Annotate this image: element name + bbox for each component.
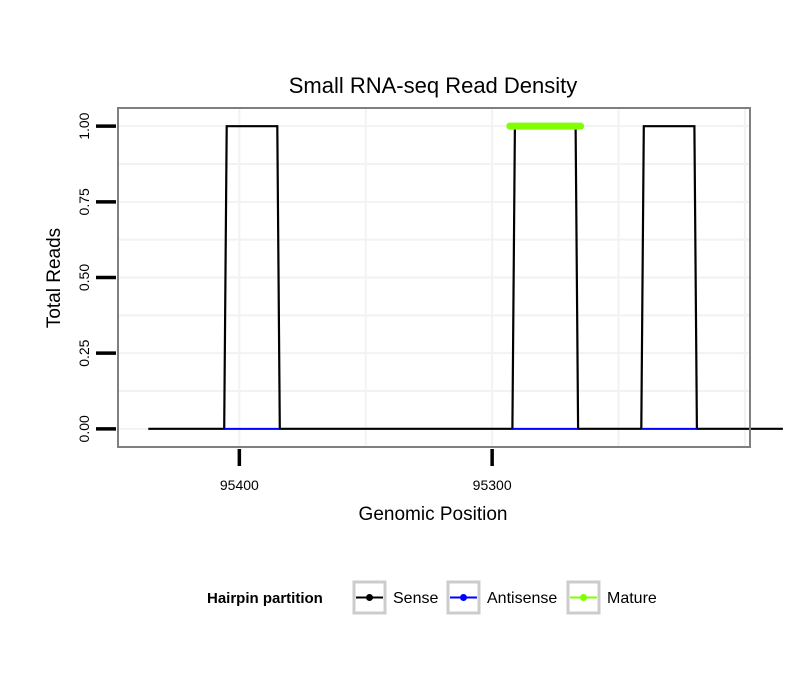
- y-tick-label: 0.75: [76, 188, 92, 215]
- legend-label-sense: Sense: [393, 590, 438, 607]
- y-tick-label: 0.00: [76, 415, 92, 442]
- legend: Hairpin partition Sense Antisense Mature: [207, 580, 657, 615]
- y-tick-label: 0.25: [76, 339, 92, 366]
- y-tick-label: 0.50: [76, 264, 92, 291]
- x-axis-title: Genomic Position: [359, 504, 508, 525]
- legend-label-antisense: Antisense: [487, 590, 557, 607]
- plot-border: [117, 107, 751, 448]
- legend-title: Hairpin partition: [207, 590, 323, 607]
- y-axis: 0.00 0.25 0.50 0.75 1.00: [76, 112, 116, 442]
- legend-label-mature: Mature: [607, 590, 657, 607]
- legend-swatch-point: [366, 594, 373, 601]
- series-layer: [148, 122, 783, 430]
- plot-panel: [117, 107, 783, 448]
- legend-swatch-point: [580, 594, 587, 601]
- y-tick-label: 1.00: [76, 112, 92, 139]
- grid-lines: [118, 108, 750, 447]
- chart-title: Small RNA-seq Read Density: [289, 73, 578, 98]
- legend-swatch-point: [460, 594, 467, 601]
- y-axis-title: Total Reads: [44, 228, 65, 328]
- x-axis: 95400 95300: [220, 449, 512, 493]
- x-tick-label: 95300: [473, 477, 512, 493]
- x-tick-label: 95400: [220, 477, 259, 493]
